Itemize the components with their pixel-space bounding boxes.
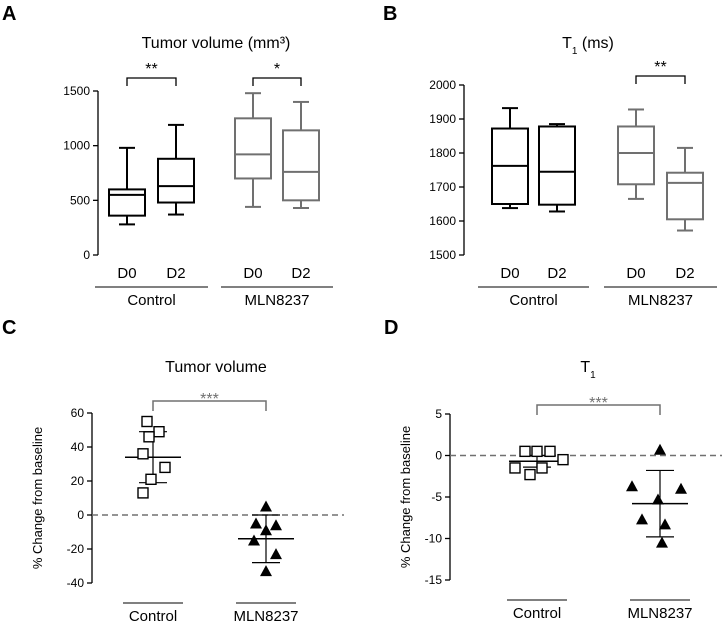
- y-tick-label: -40: [67, 576, 85, 590]
- group-label: Control: [129, 608, 177, 625]
- data-point-control: [145, 473, 157, 485]
- y-tick-label: -20: [67, 542, 85, 556]
- data-point-control: [509, 462, 521, 474]
- x-tick-label: D0: [500, 265, 519, 282]
- x-tick-label: D2: [166, 265, 185, 282]
- data-point-treated: [656, 536, 668, 548]
- data-point-control: [557, 453, 569, 466]
- y-tick-label: 1600: [429, 214, 456, 228]
- y-tick-label: 1900: [429, 112, 456, 126]
- data-point-treated: [636, 513, 648, 525]
- box: [282, 129, 320, 202]
- x-tick-label: D0: [243, 265, 262, 282]
- y-tick-label: 1800: [429, 146, 456, 160]
- data-point-control: [143, 431, 155, 443]
- data-point-treated: [626, 480, 638, 492]
- box: [617, 125, 655, 186]
- y-tick-label: 500: [70, 193, 90, 207]
- y-tick-label: 60: [71, 406, 85, 420]
- significance-stars: *: [274, 61, 280, 78]
- group-label: MLN8237: [233, 608, 298, 625]
- significance-bracket: [252, 77, 302, 86]
- data-point-control: [544, 445, 556, 458]
- x-tick-label: D0: [117, 265, 136, 282]
- group-label: Control: [513, 605, 561, 622]
- data-point-treated: [652, 493, 664, 505]
- group-label: MLN8237: [628, 292, 693, 309]
- box: [234, 117, 272, 180]
- significance-stars: **: [145, 61, 157, 78]
- y-tick-label: 0: [83, 248, 90, 262]
- y-tick-label: -15: [425, 573, 443, 587]
- significance-bracket: [152, 400, 267, 411]
- data-point-treated: [675, 482, 687, 494]
- y-tick-label: 1700: [429, 180, 456, 194]
- x-tick-label: D2: [675, 265, 694, 282]
- significance-bracket: [536, 404, 661, 415]
- data-point-control: [531, 445, 543, 458]
- panel-label: B: [383, 3, 397, 25]
- data-point-control: [137, 448, 149, 460]
- group-label: Control: [127, 292, 175, 309]
- chart-title: Tumor volume (mm³): [142, 35, 291, 52]
- data-point-control: [519, 445, 531, 458]
- y-tick-label: 2000: [429, 78, 456, 92]
- data-point-control: [536, 462, 548, 474]
- data-point-treated: [260, 500, 272, 512]
- panel-label: C: [2, 317, 16, 339]
- data-point-treated: [248, 534, 260, 546]
- data-point-treated: [270, 519, 282, 531]
- x-tick-label: D0: [626, 265, 645, 282]
- panel-label: D: [384, 317, 398, 339]
- y-axis-label: % Change from baseline: [30, 427, 45, 569]
- significance-stars: ***: [589, 395, 608, 412]
- box: [108, 188, 146, 217]
- data-point-treated: [250, 517, 262, 529]
- x-tick-label: D2: [547, 265, 566, 282]
- y-tick-label: -10: [425, 532, 443, 546]
- data-point-control: [153, 426, 165, 438]
- group-label: Control: [509, 292, 557, 309]
- data-point-treated: [659, 518, 671, 530]
- box: [666, 171, 704, 221]
- box: [157, 157, 195, 204]
- data-point-treated: [654, 443, 666, 455]
- chart-title: T1 (ms): [562, 35, 614, 57]
- y-axis-label: % Change from baseline: [398, 426, 413, 568]
- significance-stars: ***: [200, 391, 219, 408]
- panel-label: A: [2, 3, 16, 25]
- significance-stars: **: [654, 59, 666, 76]
- data-point-treated: [260, 524, 272, 536]
- y-tick-label: 20: [71, 474, 85, 488]
- y-tick-label: 1000: [63, 139, 90, 153]
- group-label: MLN8237: [627, 605, 692, 622]
- box: [538, 125, 576, 206]
- y-tick-label: 1500: [429, 248, 456, 262]
- data-point-control: [159, 461, 171, 474]
- group-label: MLN8237: [244, 292, 309, 309]
- y-tick-label: 0: [77, 508, 84, 522]
- chart-title: T1: [580, 359, 596, 381]
- y-tick-label: 1500: [63, 84, 90, 98]
- y-tick-label: 5: [435, 407, 442, 421]
- significance-bracket: [126, 77, 177, 86]
- x-tick-label: D2: [291, 265, 310, 282]
- data-point-control: [141, 415, 153, 428]
- y-tick-label: 0: [435, 449, 442, 463]
- y-tick-label: -5: [431, 490, 442, 504]
- y-tick-label: 40: [71, 440, 85, 454]
- data-point-control: [137, 487, 149, 499]
- data-point-treated: [270, 548, 282, 560]
- chart-title: Tumor volume: [165, 359, 267, 376]
- data-point-treated: [260, 565, 272, 577]
- data-point-control: [524, 468, 536, 481]
- significance-bracket: [635, 75, 686, 84]
